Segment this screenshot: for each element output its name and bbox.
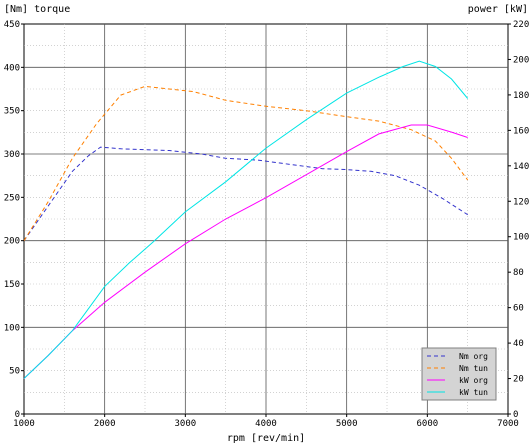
right-tick-label: 140	[513, 162, 529, 172]
left-tick-label: 50	[9, 367, 20, 377]
legend-box	[421, 347, 497, 401]
x-tick-label: 3000	[174, 419, 196, 429]
left-tick-label: 200	[4, 237, 20, 247]
left-tick-label: 350	[4, 107, 20, 117]
series-line-kw-tun	[23, 60, 469, 379]
right-tick-label: 80	[513, 268, 524, 278]
left-tick-label: 0	[15, 410, 20, 420]
right-tick-label: 220	[513, 20, 529, 30]
legend-label-kw-tun: kW tun	[459, 388, 488, 397]
x-tick-label: 1000	[13, 419, 35, 429]
series-line-nm-org	[23, 146, 468, 241]
left-axis-label: [Nm] torque	[4, 4, 70, 15]
left-tick-label: 300	[4, 150, 20, 160]
right-tick-label: 120	[513, 197, 529, 207]
right-tick-label: 0	[513, 410, 518, 420]
right-tick-label: 200	[513, 55, 529, 65]
left-tick-label: 400	[4, 63, 20, 73]
right-tick-label: 160	[513, 126, 529, 136]
legend-label-nm-org: Nm org	[459, 352, 488, 361]
x-tick-label: 2000	[94, 419, 116, 429]
left-tick-label: 150	[4, 280, 20, 290]
legend-label-nm-tun: Nm tun	[459, 364, 488, 373]
x-tick-label: 6000	[416, 419, 438, 429]
grid-layer	[24, 24, 508, 414]
x-tick-label: 5000	[336, 419, 358, 429]
series-line-kw-org	[23, 124, 468, 379]
series-line-nm-tun	[23, 85, 469, 241]
legend: Nm org Nm tun kW org kW tun	[421, 347, 497, 401]
left-tick-label: 450	[4, 20, 20, 30]
series-layer	[23, 60, 469, 379]
axis-layer: 0 50 100 150 200 250 300 350 400 450 0 20 40 60 80 100 1…	[4, 20, 530, 429]
right-tick-label: 40	[513, 339, 524, 349]
right-tick-label: 100	[513, 233, 529, 243]
right-tick-label: 60	[513, 304, 524, 314]
x-tick-label: 7000	[497, 419, 519, 429]
legend-label-kw-org: kW org	[459, 376, 488, 385]
left-tick-label: 250	[4, 193, 20, 203]
x-tick-label: 4000	[255, 419, 277, 429]
x-axis-label: rpm [rev/min]	[227, 433, 305, 444]
right-tick-label: 180	[513, 91, 529, 101]
right-axis-label: power [kW]	[468, 4, 528, 15]
right-tick-label: 20	[513, 375, 524, 385]
left-tick-label: 100	[4, 323, 20, 333]
